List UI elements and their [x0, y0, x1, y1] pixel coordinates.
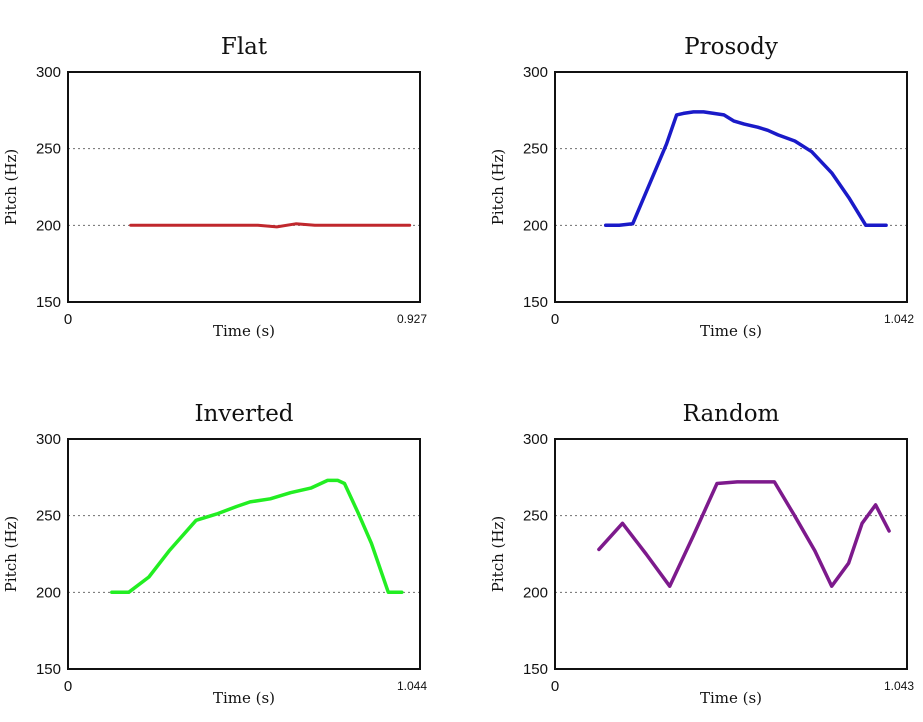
chart-title: Random	[683, 401, 780, 427]
x-axis-label: Time (s)	[213, 322, 275, 340]
x-tick-label: 0	[551, 678, 559, 695]
y-tick-label: 200	[523, 584, 548, 601]
y-tick-label: 200	[523, 217, 548, 234]
x-axis-label: Time (s)	[213, 689, 275, 707]
chart-title: Flat	[221, 34, 268, 60]
y-tick-label: 250	[523, 508, 548, 525]
x-tick-label: 0.927	[397, 312, 427, 326]
x-tick-label: 1.042	[884, 312, 914, 326]
y-axis-label: Pitch (Hz)	[2, 516, 20, 592]
series-line	[129, 222, 412, 229]
y-tick-label: 200	[36, 217, 61, 234]
y-tick-label: 150	[523, 294, 548, 311]
chart-title: Inverted	[194, 401, 293, 427]
y-tick-label: 300	[523, 64, 548, 81]
plot-frame	[67, 71, 421, 303]
chart-title: Prosody	[684, 34, 778, 60]
x-axis-label: Time (s)	[700, 322, 762, 340]
series-line	[110, 478, 404, 595]
x-tick-label: 0	[551, 311, 559, 328]
y-tick-label: 150	[36, 294, 61, 311]
y-tick-label: 250	[523, 141, 548, 158]
x-tick-label: 0	[64, 311, 72, 328]
y-tick-label: 250	[36, 508, 61, 525]
series-line	[603, 110, 888, 228]
x-tick-label: 0	[64, 678, 72, 695]
plot-frame	[67, 438, 421, 670]
y-tick-label: 250	[36, 141, 61, 158]
y-axis-label: Pitch (Hz)	[489, 516, 507, 592]
x-tick-label: 1.044	[397, 679, 427, 693]
y-tick-label: 200	[36, 584, 61, 601]
y-tick-label: 300	[523, 431, 548, 448]
y-axis-label: Pitch (Hz)	[2, 149, 20, 225]
y-tick-label: 300	[36, 64, 61, 81]
y-axis-label: Pitch (Hz)	[489, 149, 507, 225]
plot-frame	[554, 438, 908, 670]
y-tick-label: 150	[523, 661, 548, 678]
y-tick-label: 300	[36, 431, 61, 448]
series-line	[597, 480, 891, 588]
x-axis-label: Time (s)	[700, 689, 762, 707]
y-tick-label: 150	[36, 661, 61, 678]
x-tick-label: 1.043	[884, 679, 914, 693]
plot-frame	[554, 71, 908, 303]
